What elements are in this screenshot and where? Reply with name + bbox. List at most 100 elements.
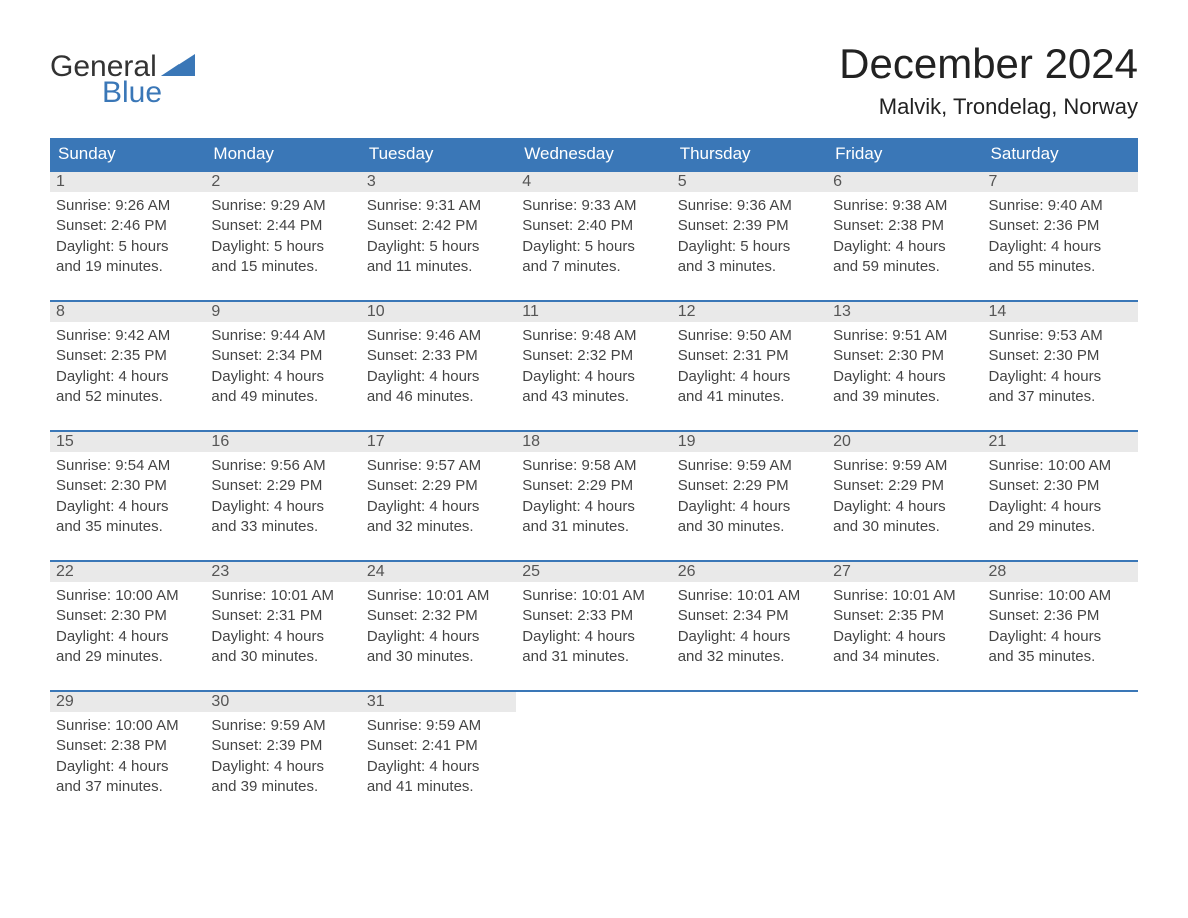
day-details: Sunrise: 10:01 AMSunset: 2:32 PMDaylight… — [361, 582, 516, 667]
sunrise-line: Sunrise: 10:01 AM — [678, 586, 821, 606]
calendar-day: 5Sunrise: 9:36 AMSunset: 2:39 PMDaylight… — [672, 172, 827, 282]
sunrise-line: Sunrise: 10:01 AM — [522, 586, 665, 606]
daylight-line-2: and 39 minutes. — [833, 387, 976, 407]
sunrise-line: Sunrise: 10:01 AM — [833, 586, 976, 606]
sunset-line: Sunset: 2:30 PM — [989, 476, 1132, 496]
sunset-line: Sunset: 2:29 PM — [211, 476, 354, 496]
calendar-day: 10Sunrise: 9:46 AMSunset: 2:33 PMDayligh… — [361, 302, 516, 412]
day-number: 21 — [983, 432, 1138, 452]
daylight-line-1: Daylight: 5 hours — [211, 237, 354, 257]
sunset-line: Sunset: 2:31 PM — [678, 346, 821, 366]
sunrise-line: Sunrise: 10:00 AM — [989, 456, 1132, 476]
daylight-line-2: and 3 minutes. — [678, 257, 821, 277]
day-details: Sunrise: 10:01 AMSunset: 2:33 PMDaylight… — [516, 582, 671, 667]
day-number: 10 — [361, 302, 516, 322]
daylight-line-1: Daylight: 4 hours — [211, 367, 354, 387]
day-number: 4 — [516, 172, 671, 192]
day-details: Sunrise: 9:50 AMSunset: 2:31 PMDaylight:… — [672, 322, 827, 407]
sunrise-line: Sunrise: 9:59 AM — [833, 456, 976, 476]
day-number: 17 — [361, 432, 516, 452]
sunset-line: Sunset: 2:42 PM — [367, 216, 510, 236]
sunset-line: Sunset: 2:29 PM — [678, 476, 821, 496]
page-subtitle: Malvik, Trondelag, Norway — [839, 94, 1138, 120]
daylight-line-2: and 49 minutes. — [211, 387, 354, 407]
calendar-day: 8Sunrise: 9:42 AMSunset: 2:35 PMDaylight… — [50, 302, 205, 412]
sunrise-line: Sunrise: 9:36 AM — [678, 196, 821, 216]
sunrise-line: Sunrise: 9:48 AM — [522, 326, 665, 346]
sunset-line: Sunset: 2:35 PM — [833, 606, 976, 626]
calendar-day: 29Sunrise: 10:00 AMSunset: 2:38 PMDaylig… — [50, 692, 205, 802]
calendar-day: 31Sunrise: 9:59 AMSunset: 2:41 PMDayligh… — [361, 692, 516, 802]
logo-text-blue: Blue — [102, 76, 162, 110]
day-number: 29 — [50, 692, 205, 712]
daylight-line-1: Daylight: 4 hours — [211, 497, 354, 517]
sunset-line: Sunset: 2:39 PM — [678, 216, 821, 236]
calendar-day: 3Sunrise: 9:31 AMSunset: 2:42 PMDaylight… — [361, 172, 516, 282]
calendar-day: 13Sunrise: 9:51 AMSunset: 2:30 PMDayligh… — [827, 302, 982, 412]
daylight-line-1: Daylight: 5 hours — [56, 237, 199, 257]
day-details: Sunrise: 9:31 AMSunset: 2:42 PMDaylight:… — [361, 192, 516, 277]
sunset-line: Sunset: 2:41 PM — [367, 736, 510, 756]
daylight-line-1: Daylight: 5 hours — [367, 237, 510, 257]
calendar-day: 7Sunrise: 9:40 AMSunset: 2:36 PMDaylight… — [983, 172, 1138, 282]
daylight-line-1: Daylight: 5 hours — [522, 237, 665, 257]
daylight-line-1: Daylight: 4 hours — [989, 497, 1132, 517]
day-details: Sunrise: 10:00 AMSunset: 2:30 PMDaylight… — [983, 452, 1138, 537]
weekday-header: Tuesday — [361, 138, 516, 170]
day-details: Sunrise: 9:53 AMSunset: 2:30 PMDaylight:… — [983, 322, 1138, 407]
header: General Blue December 2024 Malvik, Trond… — [50, 40, 1138, 120]
weekday-header: Monday — [205, 138, 360, 170]
daylight-line-2: and 29 minutes. — [989, 517, 1132, 537]
calendar-day: 27 Sunrise: 10:01 AMSunset: 2:35 PMDaylig… — [827, 562, 982, 672]
day-details: Sunrise: 10:00 AMSunset: 2:30 PMDaylight… — [50, 582, 205, 667]
day-details: Sunrise: 9:38 AMSunset: 2:38 PMDaylight:… — [827, 192, 982, 277]
day-number: 26 — [672, 562, 827, 582]
day-number: 9 — [205, 302, 360, 322]
day-details: Sunrise: 9:59 AMSunset: 2:41 PMDaylight:… — [361, 712, 516, 797]
sunset-line: Sunset: 2:35 PM — [56, 346, 199, 366]
calendar-day: 25Sunrise: 10:01 AMSunset: 2:33 PMDaylig… — [516, 562, 671, 672]
day-details: Sunrise: 9:29 AMSunset: 2:44 PMDaylight:… — [205, 192, 360, 277]
day-details: Sunrise: 9:54 AMSunset: 2:30 PMDaylight:… — [50, 452, 205, 537]
day-details: Sunrise: 9:46 AMSunset: 2:33 PMDaylight:… — [361, 322, 516, 407]
day-details: Sunrise: 9:51 AMSunset: 2:30 PMDaylight:… — [827, 322, 982, 407]
daylight-line-2: and 46 minutes. — [367, 387, 510, 407]
calendar-day: 21Sunrise: 10:00 AMSunset: 2:30 PMDaylig… — [983, 432, 1138, 542]
daylight-line-2: and 30 minutes. — [211, 647, 354, 667]
calendar-day: 9Sunrise: 9:44 AMSunset: 2:34 PMDaylight… — [205, 302, 360, 412]
calendar-day: 28Sunrise: 10:00 AMSunset: 2:36 PMDaylig… — [983, 562, 1138, 672]
sunset-line: Sunset: 2:38 PM — [833, 216, 976, 236]
calendar-day: 15Sunrise: 9:54 AMSunset: 2:30 PMDayligh… — [50, 432, 205, 542]
weekday-header: Saturday — [983, 138, 1138, 170]
calendar-week: 29Sunrise: 10:00 AMSunset: 2:38 PMDaylig… — [50, 690, 1138, 802]
weekday-header: Friday — [827, 138, 982, 170]
daylight-line-2: and 35 minutes. — [56, 517, 199, 537]
calendar-day — [827, 692, 982, 802]
day-details: Sunrise: 9:59 AMSunset: 2:29 PMDaylight:… — [672, 452, 827, 537]
calendar-week: 1Sunrise: 9:26 AMSunset: 2:46 PMDaylight… — [50, 170, 1138, 282]
daylight-line-1: Daylight: 4 hours — [833, 627, 976, 647]
day-number: 27 — [827, 562, 982, 582]
calendar: SundayMondayTuesdayWednesdayThursdayFrid… — [50, 138, 1138, 802]
day-details: Sunrise: 9:44 AMSunset: 2:34 PMDaylight:… — [205, 322, 360, 407]
daylight-line-1: Daylight: 4 hours — [678, 367, 821, 387]
daylight-line-2: and 15 minutes. — [211, 257, 354, 277]
sunset-line: Sunset: 2:32 PM — [367, 606, 510, 626]
sunset-line: Sunset: 2:30 PM — [833, 346, 976, 366]
calendar-day: 23Sunrise: 10:01 AMSunset: 2:31 PMDaylig… — [205, 562, 360, 672]
daylight-line-1: Daylight: 4 hours — [522, 627, 665, 647]
daylight-line-2: and 31 minutes. — [522, 517, 665, 537]
day-number: 7 — [983, 172, 1138, 192]
daylight-line-2: and 30 minutes. — [367, 647, 510, 667]
daylight-line-2: and 34 minutes. — [833, 647, 976, 667]
sunrise-line: Sunrise: 9:44 AM — [211, 326, 354, 346]
sunset-line: Sunset: 2:29 PM — [367, 476, 510, 496]
sunset-line: Sunset: 2:40 PM — [522, 216, 665, 236]
daylight-line-1: Daylight: 4 hours — [367, 497, 510, 517]
daylight-line-1: Daylight: 4 hours — [56, 497, 199, 517]
day-number: 18 — [516, 432, 671, 452]
sunset-line: Sunset: 2:30 PM — [56, 606, 199, 626]
calendar-day: 6Sunrise: 9:38 AMSunset: 2:38 PMDaylight… — [827, 172, 982, 282]
sunset-line: Sunset: 2:30 PM — [56, 476, 199, 496]
sunset-line: Sunset: 2:33 PM — [522, 606, 665, 626]
